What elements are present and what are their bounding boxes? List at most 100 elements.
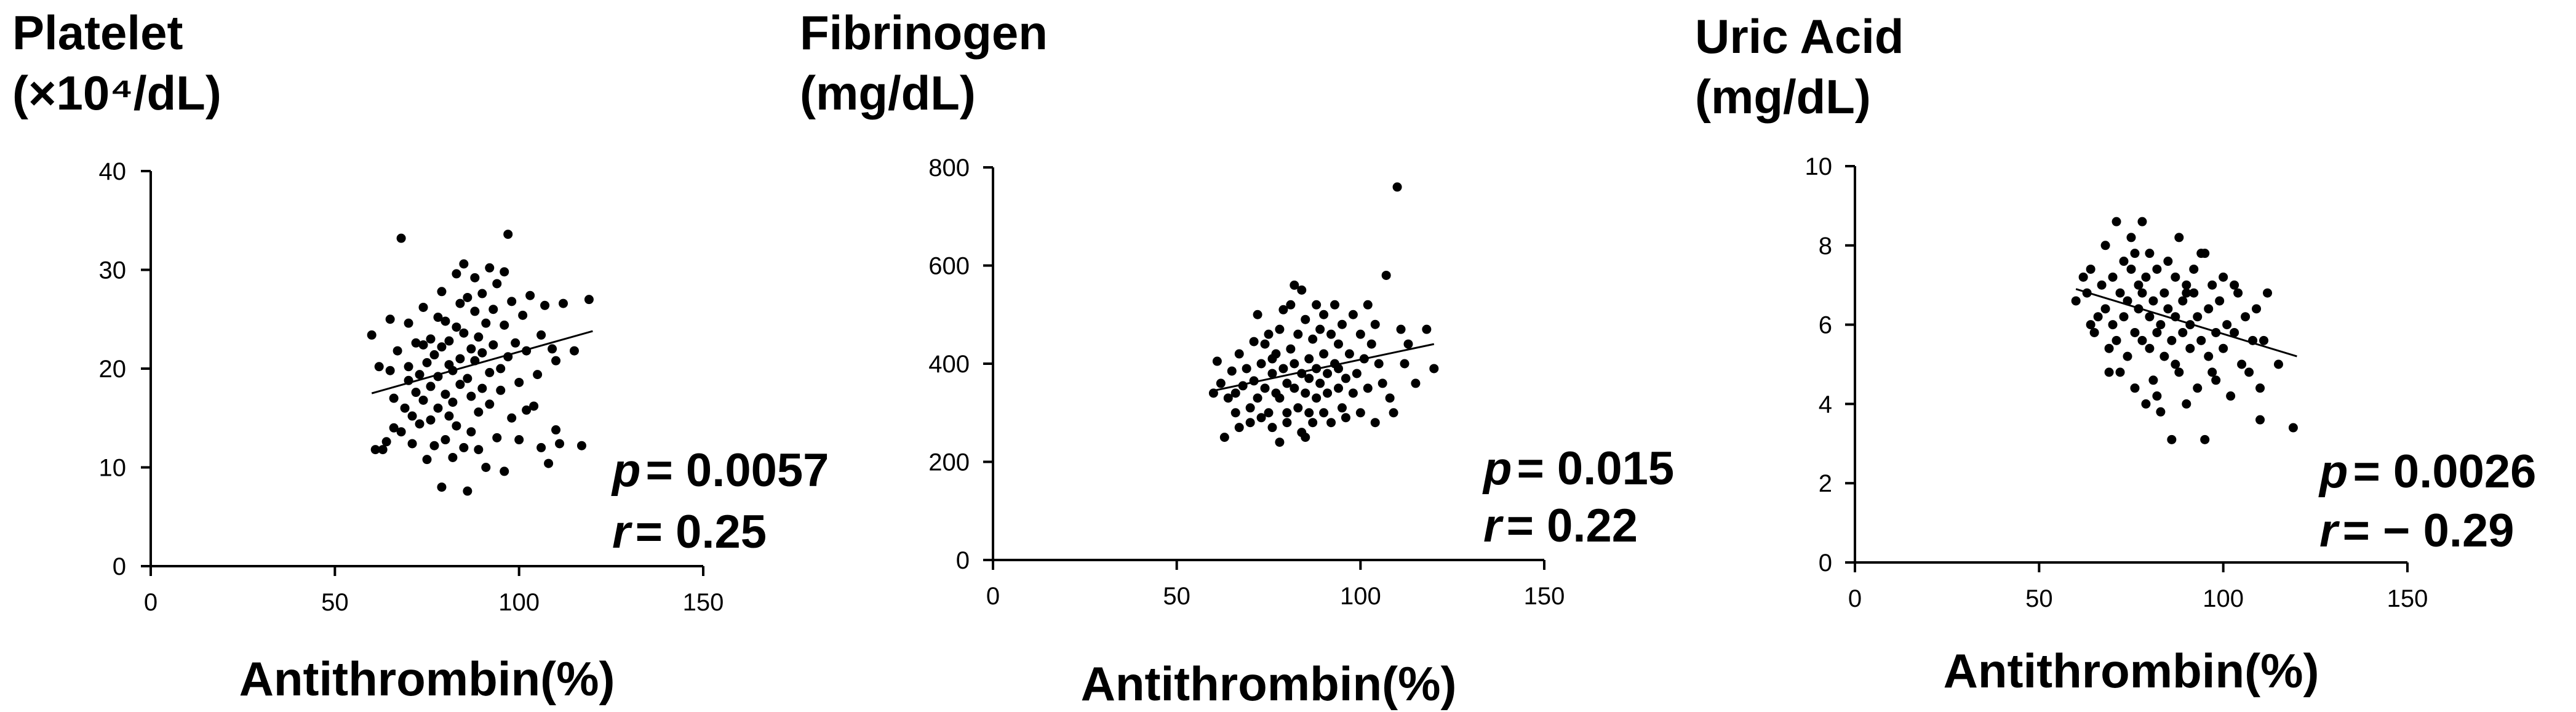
- data-point: [415, 419, 425, 429]
- data-point: [1267, 423, 1277, 433]
- x-tick-label: 0: [1848, 585, 1862, 612]
- scatter-chart-2: Fibrinogen (mg/dL) 0 200 400 600 800 0 50 100 150 A…: [800, 6, 1674, 711]
- data-point: [2263, 288, 2273, 298]
- data-point: [1249, 337, 1259, 346]
- data-point: [1301, 314, 1310, 324]
- data-point: [1308, 418, 1318, 428]
- data-point: [407, 411, 417, 421]
- data-point: [441, 390, 450, 399]
- data-point: [1319, 310, 1329, 319]
- x-tick-label: 150: [683, 589, 724, 616]
- data-point: [481, 463, 491, 472]
- data-point: [536, 442, 546, 452]
- data-point: [2097, 280, 2107, 290]
- data-point: [569, 346, 579, 356]
- data-point: [459, 259, 469, 269]
- data-point: [477, 289, 487, 298]
- data-point: [1256, 359, 1266, 369]
- data-point: [463, 292, 473, 302]
- x-tick-label: 100: [2203, 585, 2244, 612]
- data-point: [1337, 319, 1347, 329]
- data-point: [2255, 383, 2265, 393]
- data-point: [536, 330, 546, 340]
- data-point: [1370, 418, 1380, 428]
- data-point: [459, 328, 469, 338]
- data-point: [1242, 364, 1251, 374]
- x-tick-label: 100: [1340, 583, 1381, 610]
- data-point: [466, 391, 476, 401]
- data-point: [2241, 312, 2251, 322]
- data-point: [548, 344, 557, 354]
- data-point: [525, 290, 535, 300]
- p-value: = 0.0057: [645, 444, 829, 497]
- data-point: [1341, 413, 1350, 423]
- data-point: [1363, 300, 1373, 310]
- data-point: [1219, 433, 1229, 442]
- data-point: [2163, 304, 2173, 314]
- data-point: [2167, 335, 2177, 345]
- data-point: [415, 370, 425, 380]
- data-point: [470, 273, 480, 282]
- data-point: [492, 279, 502, 289]
- data-point: [1381, 270, 1391, 280]
- data-point: [2171, 272, 2180, 282]
- data-point: [433, 403, 443, 413]
- data-point: [1319, 349, 1329, 359]
- data-point: [1326, 418, 1336, 428]
- data-point: [1304, 408, 1314, 418]
- data-point: [2145, 343, 2155, 353]
- x-tick-label: 100: [498, 589, 540, 616]
- r-symbol: r: [1483, 500, 1504, 552]
- data-point: [1370, 319, 1380, 329]
- data-point: [2108, 320, 2118, 330]
- data-point: [1392, 182, 1402, 192]
- data-point: [2156, 320, 2166, 330]
- data-point: [1333, 339, 1343, 349]
- data-point: [1315, 324, 1325, 334]
- data-point: [385, 314, 395, 324]
- trend-line: [371, 330, 593, 394]
- y-tick-label: 8: [1819, 233, 1832, 260]
- title-line-2: (×10⁴/dL): [12, 66, 221, 120]
- data-point: [389, 423, 399, 433]
- x-tick-label: 150: [2387, 585, 2428, 612]
- data-point: [2171, 359, 2180, 369]
- data-point: [2100, 304, 2110, 314]
- data-point: [2196, 249, 2206, 258]
- title-line-2: (mg/dL): [800, 66, 976, 120]
- data-point: [2226, 391, 2236, 401]
- data-point: [1389, 408, 1398, 418]
- data-point: [1267, 354, 1277, 364]
- data-point: [2211, 375, 2221, 385]
- data-point: [433, 313, 443, 322]
- data-point: [1333, 364, 1343, 374]
- data-point: [2152, 264, 2162, 274]
- r-value-label: r = 0.25: [612, 506, 767, 558]
- data-point: [396, 233, 406, 243]
- data-point: [518, 310, 528, 320]
- data-point: [1230, 388, 1240, 398]
- data-point: [481, 318, 491, 328]
- data-point: [1378, 378, 1387, 388]
- y-tick-label: 10: [1805, 153, 1833, 180]
- data-point: [2152, 391, 2162, 401]
- data-point: [2086, 320, 2095, 330]
- data-point: [474, 445, 484, 455]
- data-point: [1245, 403, 1255, 413]
- data-point: [2145, 312, 2155, 322]
- data-point: [488, 340, 498, 350]
- x-tick-label: 50: [2025, 585, 2053, 612]
- data-point: [485, 367, 495, 377]
- data-point: [496, 385, 506, 395]
- y-tick-label: 0: [956, 547, 970, 574]
- data-point: [1312, 393, 1322, 403]
- data-point: [507, 413, 517, 423]
- p-value: = 0.015: [1517, 442, 1674, 495]
- data-point: [1293, 329, 1303, 339]
- p-symbol: p: [1482, 442, 1512, 495]
- data-point: [1264, 408, 1274, 418]
- y-tick-label: 2: [1819, 470, 1832, 497]
- data-point: [2089, 327, 2099, 337]
- data-point: [1348, 310, 1358, 319]
